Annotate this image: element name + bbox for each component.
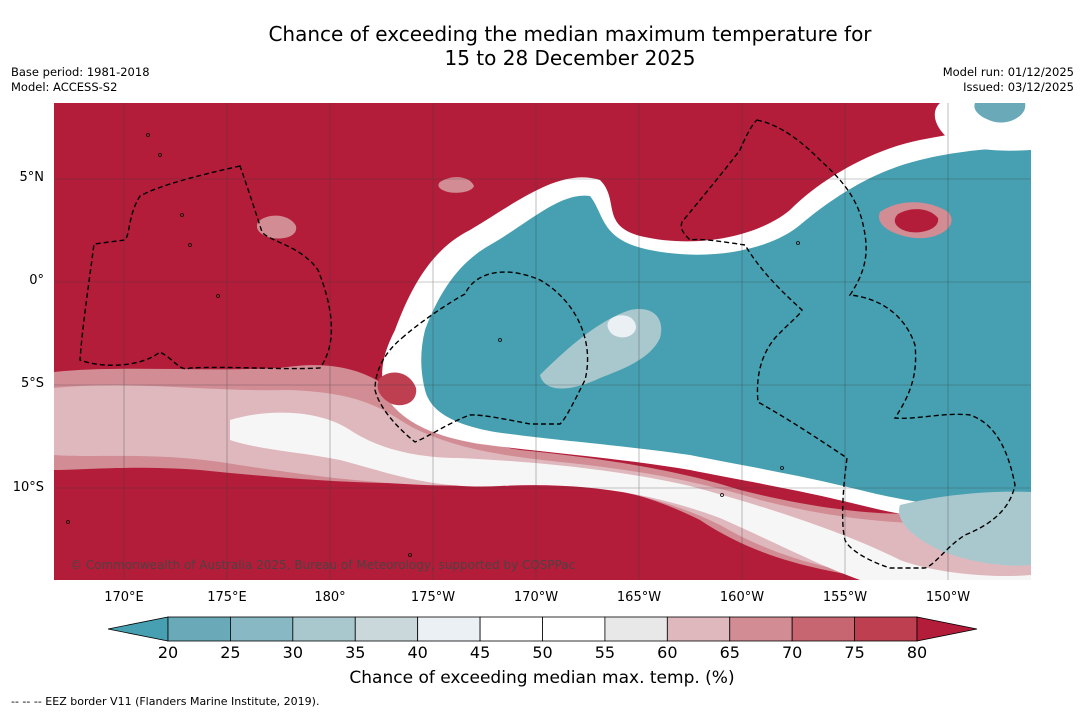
colorbar-segment [167,616,231,642]
meta-left: Base period: 1981-2018 Model: ACCESS-S2 [11,65,150,95]
lon-label-150w: 150°W [925,590,971,605]
island [780,466,784,470]
lon-label-155w: 155°W [822,590,868,605]
small-pink-blob [256,215,297,239]
islands [66,133,800,557]
island [188,243,192,247]
equatorial-blue [421,146,1031,508]
lon-label-165w: 165°W [616,590,662,605]
island [216,294,220,298]
colorbar-segment [604,616,668,642]
southeast-blue-area [899,491,1031,566]
graticule [54,103,1031,580]
colorbar-extend-low [107,616,169,642]
colorbar-tick-label: 25 [220,643,241,662]
colorbar-tick-label: 75 [844,643,865,662]
eez-footnote: -- -- -- EEZ border V11 (Flanders Marine… [11,695,320,708]
colorbar-tick-label: 50 [532,643,553,662]
red-blob-5s [377,372,417,406]
colorbar-tick-label: 65 [719,643,740,662]
island [498,338,502,342]
colorbar-tick-label: 35 [345,643,366,662]
colorbar-label: Chance of exceeding median max. temp. (%… [349,668,735,688]
lon-label-170e: 170°E [104,590,144,605]
eez-borders [79,119,1016,569]
northeast-red-core [894,209,939,233]
island [796,241,800,245]
colorbar-segment [479,616,543,642]
island [146,133,150,137]
colorbar-tick-label: 80 [906,643,928,662]
lon-label-160w: 160°W [719,590,765,605]
colorbar-tick-label: 30 [282,643,303,662]
eez-kiribati-phoenix [374,271,589,443]
eez-kiribati-gilbert [79,165,333,370]
lat-label-5s: 5°S [20,376,44,391]
colorbar-segment [354,616,419,642]
island [720,493,724,497]
lat-label-5n: 5°N [19,170,45,185]
colorbar-tick-label: 70 [781,643,803,662]
colorbar-segment [230,616,294,642]
lon-label-175w: 175°W [410,590,456,605]
colorbar-tick-label: 55 [594,643,616,662]
island [180,213,184,217]
small-pink-blob-2 [438,177,474,193]
colorbar-tick-label: 20 [157,643,179,662]
meta-right: Model run: 01/12/2025 Issued: 03/12/2025 [943,65,1074,95]
lat-label-10s: 10°S [12,480,44,495]
colorbar-segments [107,616,978,642]
island [66,520,70,524]
tongue-white-spot [607,315,636,338]
colorbar-extend-high [916,616,978,642]
colorbar-segment [542,616,606,642]
lat-label-0: 0° [29,273,44,288]
issued-date: Issued: 03/12/2025 [963,80,1074,94]
colorbar-segment [666,616,731,642]
colorbar-tick-label: 40 [407,643,428,662]
title-line-2: 15 to 28 December 2025 [444,46,696,70]
colorbar-segment [729,616,793,642]
colorbar-tick-label: 45 [469,643,491,662]
colorbar-segment [417,616,481,642]
colorbar-tick-label: 60 [657,643,678,662]
southern-band-white [230,412,1031,580]
model-name: Model: ACCESS-S2 [11,80,118,94]
copyright-notice: © Commonwealth of Australia 2025, Bureau… [70,558,576,572]
island [408,553,412,557]
colorbar-segment [854,616,918,642]
lon-label-180: 180° [314,590,346,605]
colorbar-segment [791,616,855,642]
model-run: Model run: 01/12/2025 [942,65,1074,79]
lon-label-175e: 175°E [207,590,247,605]
lon-label-170w: 170°W [513,590,559,605]
base-period: Base period: 1981-2018 [11,65,150,79]
upper-right-blue [974,103,1026,123]
eez-kiribati-line [680,119,1016,569]
map-title: Chance of exceeding the median maximum t… [160,22,980,70]
title-line-1: Chance of exceeding the median maximum t… [268,22,872,46]
island [158,153,162,157]
colorbar-segment [292,616,356,642]
